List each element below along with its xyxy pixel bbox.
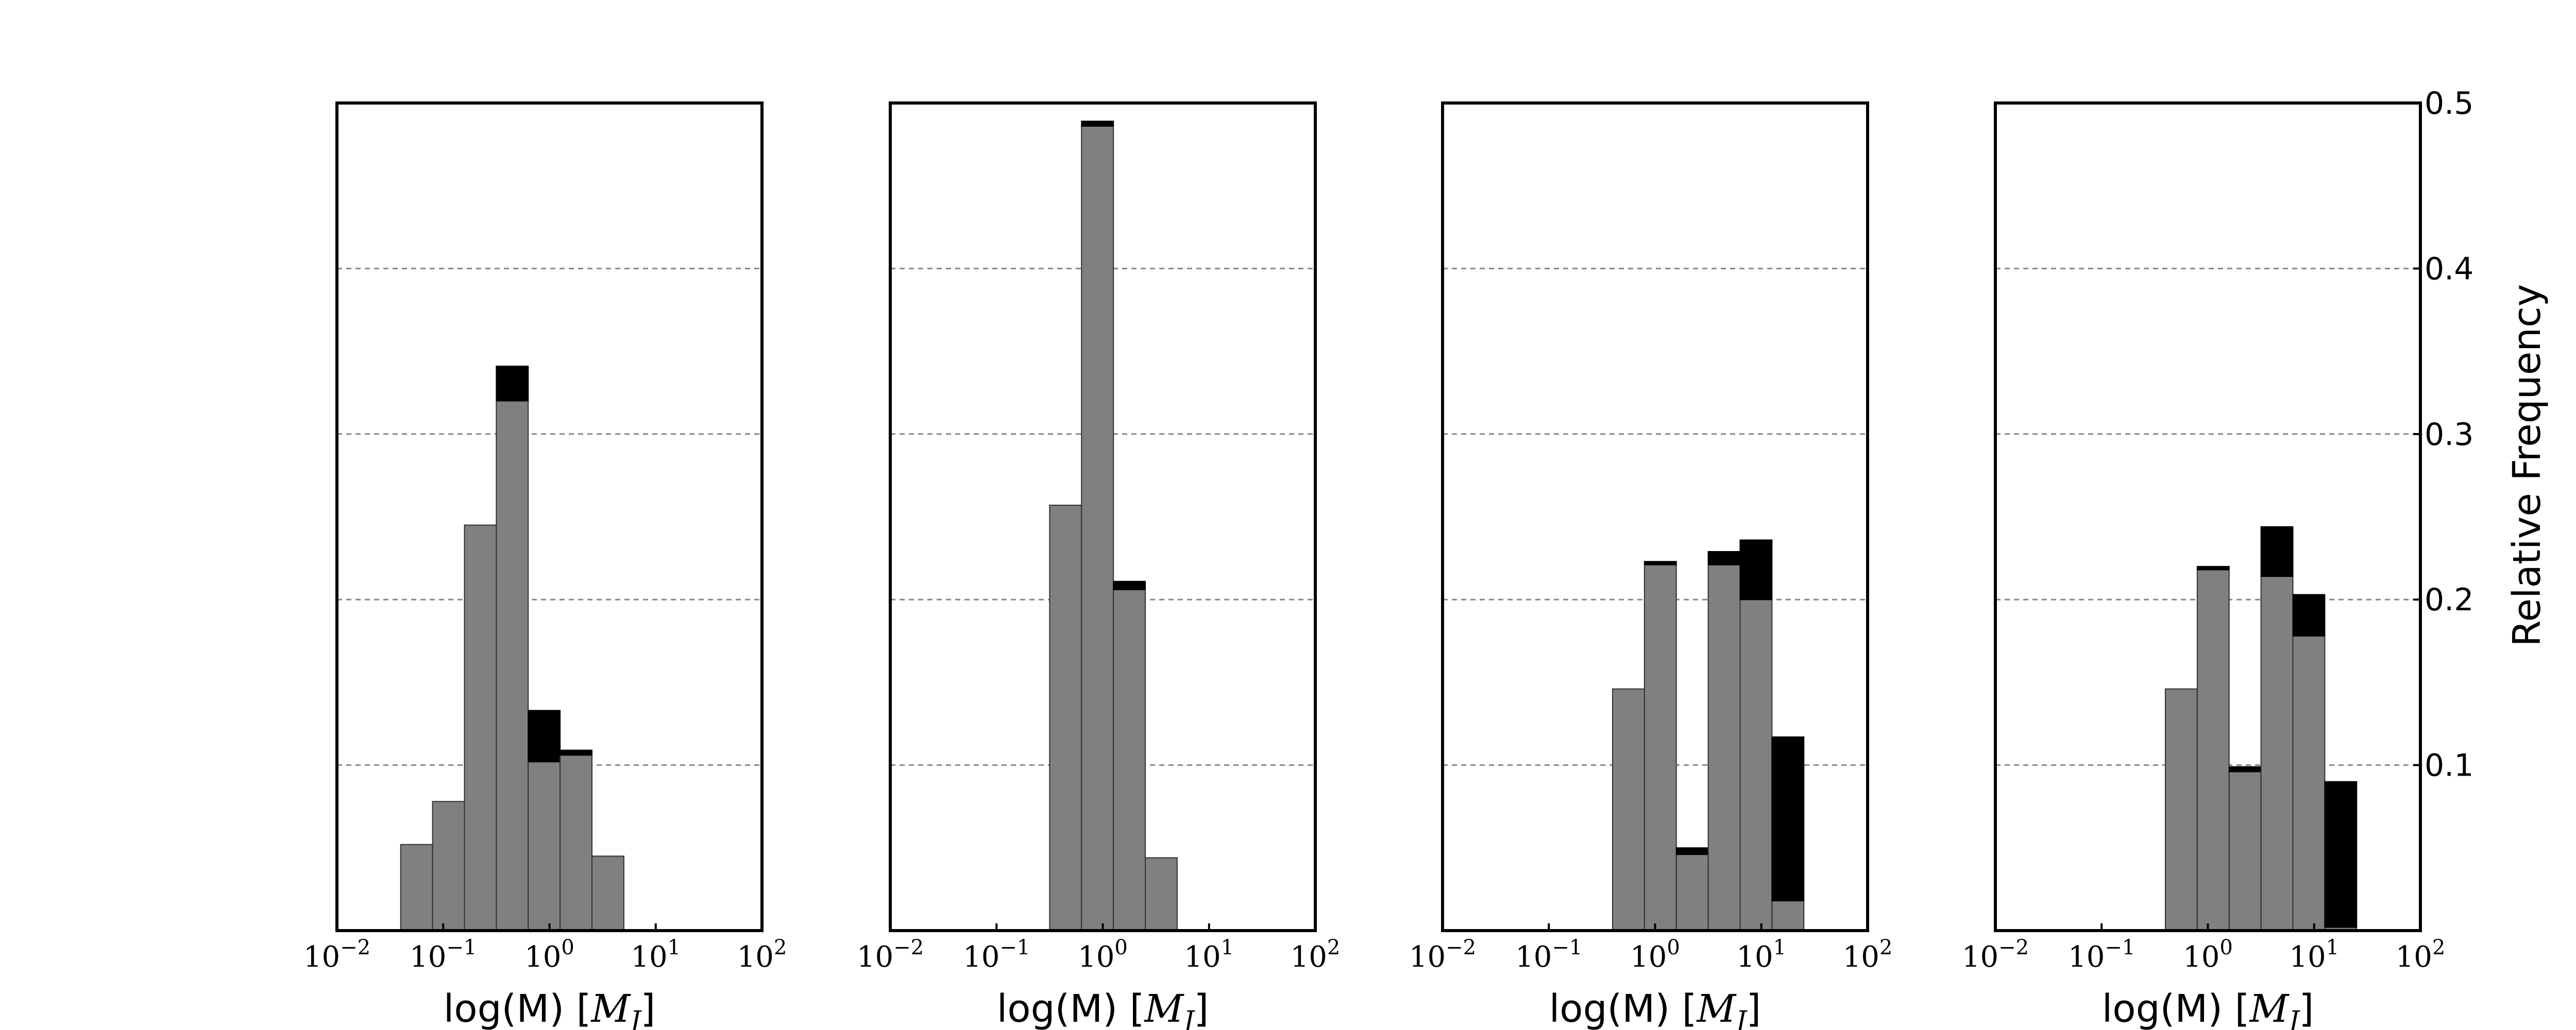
bar-gray-5 [2292, 635, 2326, 931]
x-tick-label: 100 [1630, 936, 1680, 974]
y-tick-label: 0.4 [2425, 251, 2473, 287]
bar-gray-1 [1612, 688, 1645, 931]
bar-gray-3 [1675, 854, 1709, 931]
bar-black-5 [2292, 594, 2326, 637]
bar-black-2 [2196, 565, 2230, 571]
bar-gray-6 [1771, 900, 1805, 931]
panel-4: 10−2 10−1 100 101 102 log(M) [MJ] 0.1 0.2 0.3 0.4… [1962, 85, 2549, 1030]
panel-2: 10−2 10−1 100 101 102 log(M) [MJ] [857, 101, 1341, 1030]
bar-gray-1 [2165, 688, 2198, 931]
bar-black-5 [528, 710, 561, 763]
bar-black-5 [1739, 539, 1773, 600]
bar-black-4 [496, 366, 529, 402]
bar-black-2 [1081, 121, 1114, 127]
x-tick-label: 101 [1184, 936, 1234, 974]
bar-black-4 [1707, 551, 1741, 565]
bar-black-6 [560, 749, 592, 756]
bar-gray-1 [1049, 505, 1082, 931]
x-tick-label: 100 [1078, 936, 1128, 974]
bar-gray-5 [528, 761, 561, 931]
bar-gray-3 [1113, 589, 1146, 931]
bar-black-2 [1643, 561, 1677, 565]
x-tick-label: 10−1 [410, 936, 477, 974]
bar-black-3 [2228, 766, 2262, 772]
x-tick-label: 10−2 [1409, 936, 1476, 974]
y-axis-label: Relative Frequency [2505, 284, 2549, 646]
y-tick-label: 0.1 [2425, 748, 2473, 784]
y-tick-label: 0.3 [2425, 417, 2473, 453]
x-tick-label: 101 [1736, 936, 1786, 974]
y-tick-label: 0.2 [2425, 582, 2473, 618]
x-tick-label: 10−1 [963, 936, 1030, 974]
bar-gray-4 [2260, 576, 2294, 931]
x-tick-label: 100 [2183, 936, 2233, 974]
bar-gray-4 [496, 400, 529, 931]
bar-gray-4 [1707, 564, 1741, 932]
bar-black-6 [1771, 736, 1805, 902]
bar-gray-3 [464, 524, 497, 931]
x-tick-label: 101 [631, 936, 681, 974]
bar-black-3 [1113, 580, 1146, 590]
bar-gray-3 [2228, 771, 2262, 932]
bar-gray-5 [1739, 599, 1773, 931]
x-tick-label: 100 [524, 936, 574, 974]
bar-black-6 [2324, 781, 2358, 928]
x-tick-label: 102 [1843, 936, 1893, 974]
bar-gray-2 [2196, 569, 2230, 931]
bar-black-4 [2260, 526, 2294, 577]
x-tick-label: 10−1 [1515, 936, 1582, 974]
bar-gray-1 [400, 844, 433, 931]
x-tick-label: 102 [2396, 936, 2446, 974]
x-axis-label: log(M) [MJ] [2102, 987, 2314, 1030]
bar-gray-6 [560, 754, 592, 932]
x-axis-label: log(M) [MJ] [444, 987, 656, 1030]
x-tick-label: 10−2 [303, 936, 370, 974]
bar-gray-7 [591, 855, 624, 931]
x-tick-label: 10−2 [1962, 936, 2029, 974]
panel-3: 10−2 10−1 100 101 102 log(M) [MJ] [1409, 101, 1893, 1030]
x-tick-label: 10−1 [2068, 936, 2135, 974]
bar-gray-2 [432, 801, 465, 931]
y-tick-label: 0.5 [2425, 85, 2473, 122]
x-tick-label: 102 [1291, 936, 1341, 974]
x-tick-label: 10−2 [857, 936, 924, 974]
bar-black-3 [1675, 847, 1709, 855]
x-axis-label: log(M) [MJ] [1549, 987, 1761, 1030]
bar-gray-4 [1145, 857, 1178, 931]
x-axis-label: log(M) [MJ] [997, 987, 1209, 1030]
x-tick-label: 102 [737, 936, 787, 974]
x-tick-label: 101 [2289, 936, 2339, 974]
bar-gray-2 [1643, 564, 1677, 932]
panel-1: 10−2 10−1 100 101 102 log(M) [MJ] [303, 101, 787, 1030]
bar-gray-2 [1081, 125, 1114, 932]
